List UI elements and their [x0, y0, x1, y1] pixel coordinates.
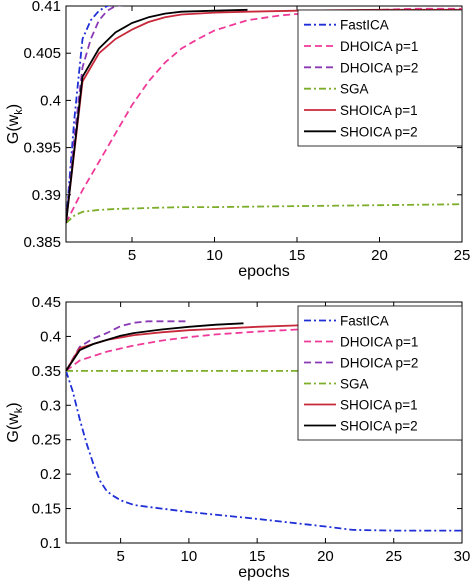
y-tick-label: 0.3 [40, 397, 61, 414]
x-tick-label: 10 [206, 247, 223, 264]
y-tick-label: 0.385 [23, 234, 61, 251]
x-tick-label: 10 [181, 548, 198, 565]
y-axis-label-close: ) [5, 402, 22, 407]
legend: FastICA DHOICA p=1 DHOICA p=2 SGA SHOICA p=1… [297, 9, 463, 147]
y-axis-label: G(wk) [5, 402, 25, 442]
y-axis-label-main: G(w [5, 413, 22, 443]
legend-label: SHOICA p=1 [340, 103, 418, 118]
legend-label: SHOICA p=2 [340, 124, 418, 139]
x-tick-label: 5 [116, 548, 124, 565]
y-tick-label: 0.39 [32, 187, 61, 204]
x-axis-label: epochs [238, 263, 290, 280]
legend-box [297, 9, 463, 147]
chart-bottom: 5 10 15 20 25 30 0.1 0.15 0.2 0.25 0.3 0.35 0.4 0.45 e… [5, 294, 470, 581]
y-tick-label: 0.4 [40, 328, 61, 345]
legend-label: SGA [340, 377, 369, 392]
series-line-shoica-p-1 [66, 8, 462, 224]
legend-label: SGA [340, 82, 369, 97]
series-line-dhoica-p-2 [66, 320, 189, 372]
legend-label: DHOICA p=1 [340, 335, 418, 350]
x-tick-label: 20 [317, 548, 334, 565]
y-axis-label-sub: k [13, 109, 25, 115]
series-line-dhoica-p-2 [66, 6, 124, 224]
y-tick-label: 0.41 [32, 0, 61, 15]
legend-label: DHOICA p=1 [340, 39, 418, 54]
legend-box [297, 305, 463, 441]
y-axis-label-main: G(w [5, 114, 22, 144]
legend-label: FastICA [340, 18, 389, 33]
chart-top: 5 10 15 20 25 0.385 0.39 0.395 0.4 0.405 0.41 epoch… [5, 0, 470, 280]
series-line-fastica [66, 370, 462, 532]
legend-label: DHOICA p=2 [340, 356, 418, 371]
y-tick-label: 0.4 [40, 92, 61, 109]
x-tick-label: 25 [454, 247, 471, 264]
x-tick-label: 30 [454, 548, 471, 565]
series-group [66, 6, 462, 224]
legend-label: FastICA [340, 314, 389, 329]
y-tick-label: 0.405 [23, 45, 61, 62]
series-line-dhoica-p-1 [66, 323, 462, 372]
y-tick-label: 0.35 [32, 363, 61, 380]
y-tick-label: 0.45 [32, 294, 61, 311]
y-tick-label: 0.15 [32, 501, 61, 518]
y-axis-label: G(wk) [5, 104, 25, 144]
x-tick-label: 25 [385, 548, 402, 565]
series-group [66, 320, 462, 532]
series-line-dhoica-p-1 [66, 7, 462, 224]
legend-label: DHOICA p=2 [340, 60, 418, 75]
x-tick-label: 5 [128, 247, 136, 264]
x-tick-label: 15 [249, 548, 266, 565]
y-tick-label: 0.395 [23, 140, 61, 157]
x-tick-label: 15 [289, 247, 306, 264]
series-line-sga [66, 203, 462, 224]
legend-label: SHOICA p=2 [340, 419, 418, 434]
series-line-shoica-p-2 [66, 322, 244, 372]
x-tick-label: 20 [371, 247, 388, 264]
x-axis-label: epochs [238, 564, 290, 581]
y-tick-label: 0.1 [40, 535, 61, 552]
series-line-shoica-p-2 [66, 8, 248, 224]
legend: FastICA DHOICA p=1 DHOICA p=2 SGA SHOICA p=1… [297, 305, 463, 441]
y-tick-label: 0.25 [32, 432, 61, 449]
y-axis-label-sub: k [13, 407, 25, 413]
y-tick-label: 0.2 [40, 466, 61, 483]
y-axis-label-close: ) [5, 104, 22, 109]
legend-label: SHOICA p=1 [340, 398, 418, 413]
